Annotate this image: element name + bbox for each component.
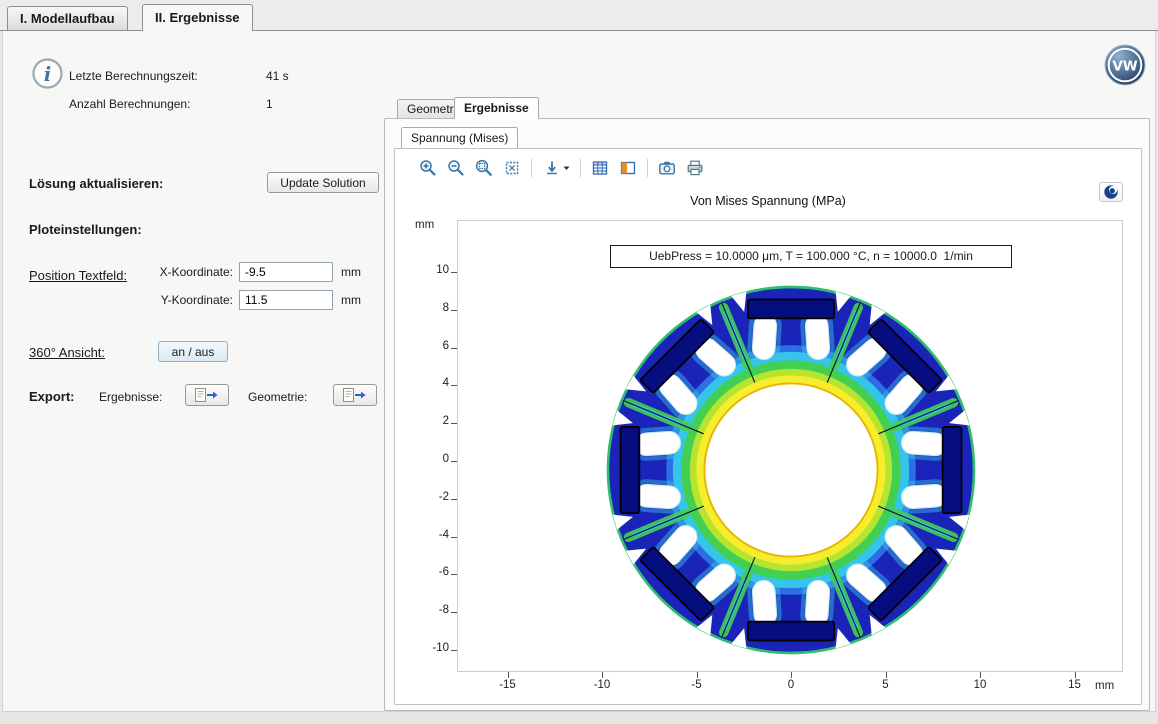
color-legend-icon — [618, 158, 638, 178]
x-axis-unit: mm — [1095, 680, 1114, 692]
stat-label-computation-count: Anzahl Berechnungen: — [69, 97, 190, 111]
y-tick-mark — [451, 272, 457, 273]
x-coordinate-unit: mm — [341, 265, 361, 279]
stat-value-computation-count: 1 — [266, 97, 273, 111]
x-tick-mark — [697, 672, 698, 678]
y-coordinate-label: Y-Koordinate: — [149, 293, 233, 307]
grid-icon — [590, 158, 610, 178]
zoom-extents-icon — [502, 158, 522, 178]
vw-logo: VW — [1104, 44, 1146, 86]
y-tick-label: 10 — [403, 264, 449, 276]
zoom-out-icon — [446, 158, 466, 178]
y-tick-mark — [451, 574, 457, 575]
chevron-down-icon — [562, 158, 571, 178]
y-coordinate-unit: mm — [341, 293, 361, 307]
export-icon — [194, 387, 220, 403]
x-tick-label: 15 — [1055, 679, 1095, 691]
export-geometry-button[interactable] — [333, 384, 377, 406]
export-results-button[interactable] — [185, 384, 229, 406]
y-tick-label: 2 — [403, 415, 449, 427]
y-tick-mark — [451, 612, 457, 613]
default-view-icon — [542, 158, 562, 178]
svg-text:VW: VW — [1112, 59, 1137, 75]
content-area: i Letzte Berechnungszeit: 41 s Anzahl Be… — [2, 31, 1156, 712]
plot-annotation: UebPress = 10.0000 μm, T = 100.000 °C, n… — [610, 245, 1012, 268]
x-tick-mark — [886, 672, 887, 678]
x-tick-label: -15 — [488, 679, 528, 691]
x-coordinate-label: X-Koordinate: — [149, 265, 233, 279]
rotor-stress-plot[interactable] — [601, 280, 981, 660]
y-tick-label: 6 — [403, 340, 449, 352]
plot-settings-heading: Ploteinstellungen: — [29, 222, 142, 237]
x-tick-label: 0 — [771, 679, 811, 691]
export-geometry-label: Geometrie: — [248, 390, 307, 404]
y-tick-label: -2 — [403, 491, 449, 503]
x-tick-label: 5 — [866, 679, 906, 691]
export-results-label: Ergebnisse: — [99, 390, 162, 404]
plot-title: Von Mises Spannung (MPa) — [395, 194, 1141, 208]
zoom-box-icon — [474, 158, 494, 178]
y-tick-label: -10 — [403, 642, 449, 654]
zoom-in-button[interactable] — [415, 156, 441, 180]
x-tick-mark — [508, 672, 509, 678]
toolbar-separator — [531, 159, 532, 177]
zoom-extents-button[interactable] — [499, 156, 525, 180]
stat-value-last-computation: 41 s — [266, 69, 289, 83]
x-tick-mark — [791, 672, 792, 678]
toggle-360-button[interactable]: an / aus — [158, 341, 228, 362]
y-tick-label: -8 — [403, 604, 449, 616]
y-tick-mark — [451, 537, 457, 538]
update-solution-button[interactable]: Update Solution — [267, 172, 379, 193]
y-tick-mark — [451, 348, 457, 349]
x-tick-label: -10 — [582, 679, 622, 691]
print-button[interactable] — [682, 156, 708, 180]
results-groupbox: Spannung (Mises) — [384, 118, 1150, 711]
y-tick-mark — [451, 499, 457, 500]
info-icon: i — [31, 57, 64, 90]
y-coordinate-input[interactable] — [239, 290, 333, 310]
tab-modellaufbau[interactable]: I. Modellaufbau — [7, 6, 128, 30]
y-tick-label: 4 — [403, 377, 449, 389]
toolbar-separator — [647, 159, 648, 177]
export-heading: Export: — [29, 389, 75, 404]
plot-panel: Von Mises Spannung (MPa) mm mm UebPress … — [394, 148, 1142, 705]
view-360-label: 360° Ansicht: — [29, 345, 105, 360]
text-position-label: Position Textfeld: — [29, 268, 127, 283]
y-tick-label: 0 — [403, 453, 449, 465]
y-tick-label: -4 — [403, 529, 449, 541]
x-coordinate-input[interactable] — [239, 262, 333, 282]
x-tick-mark — [602, 672, 603, 678]
camera-icon — [657, 158, 677, 178]
grid-toggle-button[interactable] — [587, 156, 613, 180]
x-tick-label: 10 — [960, 679, 1000, 691]
x-tick-label: -5 — [677, 679, 717, 691]
toolbar-separator — [580, 159, 581, 177]
y-tick-mark — [451, 385, 457, 386]
svg-text:i: i — [44, 63, 51, 86]
main-tab-bar: I. Modellaufbau II. Ergebnisse — [0, 0, 1158, 31]
y-tick-mark — [451, 650, 457, 651]
snapshot-button[interactable] — [654, 156, 680, 180]
y-tick-label: 8 — [403, 302, 449, 314]
update-solution-label: Lösung aktualisieren: — [29, 176, 163, 191]
tab-results[interactable]: Ergebnisse — [454, 97, 539, 119]
zoom-in-icon — [418, 158, 438, 178]
y-tick-mark — [451, 423, 457, 424]
color-legend-toggle-button[interactable] — [615, 156, 641, 180]
tab-spannung-mises[interactable]: Spannung (Mises) — [401, 127, 518, 148]
stat-label-last-computation: Letzte Berechnungszeit: — [69, 69, 198, 83]
y-tick-mark — [451, 310, 457, 311]
y-axis-unit: mm — [415, 219, 434, 231]
zoom-out-button[interactable] — [443, 156, 469, 180]
x-tick-mark — [980, 672, 981, 678]
zoom-box-button[interactable] — [471, 156, 497, 180]
plot-toolbar — [415, 155, 708, 181]
default-view-dropdown-button[interactable] — [538, 156, 574, 180]
y-tick-label: -6 — [403, 566, 449, 578]
x-tick-mark — [1075, 672, 1076, 678]
y-tick-mark — [451, 461, 457, 462]
export-icon — [342, 387, 368, 403]
printer-icon — [685, 158, 705, 178]
tab-ergebnisse[interactable]: II. Ergebnisse — [142, 4, 253, 31]
